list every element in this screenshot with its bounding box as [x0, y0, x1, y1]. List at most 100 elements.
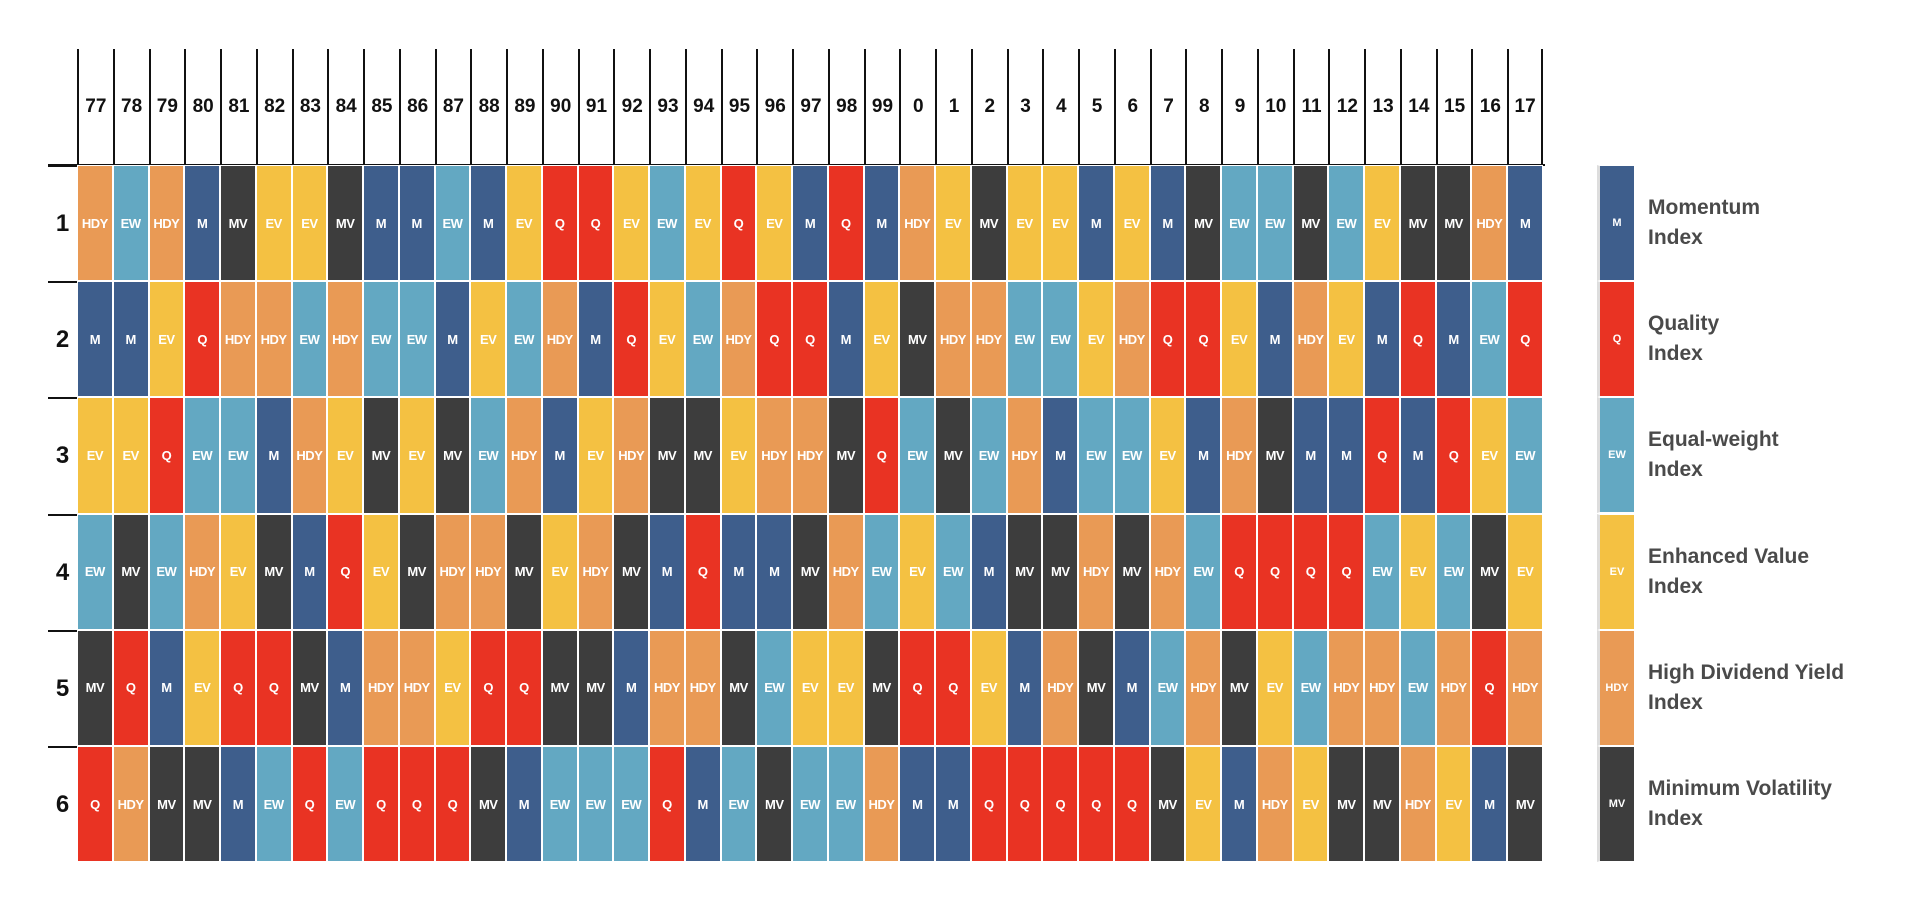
- heatmap-cell: MV: [1149, 746, 1186, 863]
- heatmap-cell: MV: [756, 746, 793, 863]
- heatmap-cell: MV: [1328, 746, 1365, 863]
- heatmap-cell: EV: [970, 629, 1007, 746]
- heatmap-cell: MV: [255, 513, 292, 630]
- heatmap-cell: EW: [470, 397, 507, 514]
- heatmap-cell: MV: [434, 397, 471, 514]
- legend-swatch: Q: [1597, 281, 1635, 398]
- heatmap-cell: MV: [863, 629, 900, 746]
- column-header: 90: [541, 49, 578, 165]
- heatmap-cell: M: [112, 281, 149, 398]
- legend-label-line2: Index: [1648, 690, 1703, 714]
- heatmap-cell: EW: [255, 746, 292, 863]
- heatmap-cell: EW: [649, 165, 685, 282]
- heatmap-cell: M: [1113, 629, 1150, 746]
- heatmap-cell: EV: [255, 165, 292, 282]
- heatmap-cell: Q: [220, 629, 256, 746]
- heatmap-cell: EV: [1435, 746, 1472, 863]
- row-label: 2: [48, 281, 77, 397]
- heatmap-cell: HDY: [649, 629, 685, 746]
- heatmap-cell: M: [470, 165, 507, 282]
- heatmap-cell: M: [1328, 397, 1365, 514]
- heatmap-cell: EW: [1471, 281, 1508, 398]
- heatmap-cell: Q: [1185, 281, 1222, 398]
- heatmap-cell: M: [541, 397, 578, 514]
- heatmap-cell: EV: [398, 397, 435, 514]
- heatmap-cell: HDY: [1435, 629, 1472, 746]
- heatmap-cell: Q: [506, 629, 542, 746]
- heatmap-cell: Q: [1149, 281, 1186, 398]
- heatmap-cell: EV: [756, 165, 793, 282]
- column-header: 85: [363, 49, 399, 165]
- heatmap-cell: HDY: [863, 746, 900, 863]
- heatmap-cell: MV: [506, 513, 542, 630]
- heatmap-cell: M: [434, 281, 471, 398]
- heatmap-cell: Q: [363, 746, 399, 863]
- heatmap-cell: EW: [577, 746, 614, 863]
- heatmap-cell: MV: [827, 397, 864, 514]
- heatmap-cell: MV: [77, 629, 113, 746]
- heatmap-cell: HDY: [148, 165, 185, 282]
- legend-label-line2: Index: [1648, 342, 1703, 366]
- heatmap-cell: Q: [77, 746, 113, 863]
- heatmap-cell: HDY: [112, 746, 149, 863]
- heatmap-cell: M: [1042, 397, 1079, 514]
- column-header: 80: [184, 49, 220, 165]
- heatmap-cell: M: [77, 281, 113, 398]
- heatmap-cell: HDY: [255, 281, 292, 398]
- heatmap-cell: M: [220, 746, 256, 863]
- heatmap-cell: Q: [434, 746, 471, 863]
- column-header: 92: [613, 49, 649, 165]
- heatmap-cell: MV: [613, 513, 650, 630]
- heatmap-cell: HDY: [756, 397, 793, 514]
- heatmap-cell: M: [970, 513, 1007, 630]
- column-header: 96: [756, 49, 792, 165]
- heatmap-cell: Q: [291, 746, 328, 863]
- heatmap-cell: Q: [1399, 281, 1436, 398]
- heatmap-cell: HDY: [327, 281, 364, 398]
- heatmap-cell: MV: [684, 397, 721, 514]
- heatmap-cell: M: [398, 165, 435, 282]
- heatmap-cell: HDY: [970, 281, 1007, 398]
- heatmap-cell: Q: [470, 629, 507, 746]
- column-header: 77: [77, 49, 113, 165]
- heatmap-cell: HDY: [363, 629, 399, 746]
- heatmap-cell: Q: [1006, 746, 1043, 863]
- heatmap-cell: EW: [935, 513, 971, 630]
- heatmap-cell: Q: [1113, 746, 1150, 863]
- heatmap-cell: Q: [255, 629, 292, 746]
- heatmap-cell: MV: [1399, 165, 1436, 282]
- heatmap-cell: HDY: [577, 513, 614, 630]
- row-label: 1: [48, 165, 77, 281]
- heatmap-cell: Q: [1471, 629, 1508, 746]
- heatmap-cell: MV: [1507, 746, 1543, 863]
- heatmap-cell: EW: [1113, 397, 1150, 514]
- column-header: 83: [291, 49, 328, 165]
- heatmap-cell: HDY: [470, 513, 507, 630]
- column-header: 1: [935, 49, 971, 165]
- heatmap-cell: MV: [541, 629, 578, 746]
- heatmap-cell: EV: [1149, 397, 1186, 514]
- column-header: 98: [827, 49, 864, 165]
- column-header: 79: [148, 49, 185, 165]
- heatmap-cell: HDY: [1256, 746, 1293, 863]
- heatmap-cell: M: [1185, 397, 1222, 514]
- heatmap-cell: EW: [684, 281, 721, 398]
- heatmap-cell: Q: [827, 165, 864, 282]
- heatmap-cell: M: [255, 397, 292, 514]
- heatmap-cell: HDY: [1507, 629, 1543, 746]
- column-header: 81: [220, 49, 256, 165]
- heatmap-cell: EV: [1364, 165, 1400, 282]
- heatmap-cell: EW: [1006, 281, 1043, 398]
- legend-label: Equal-weight Index: [1648, 397, 1918, 513]
- heatmap-cell: MV: [184, 746, 221, 863]
- heatmap-cell: EW: [184, 397, 221, 514]
- column-header: 94: [684, 49, 721, 165]
- heatmap-cell: EV: [935, 165, 971, 282]
- heatmap-cell: EV: [1328, 281, 1365, 398]
- legend-label-line1: Minimum Volatility: [1648, 777, 1832, 800]
- legend-label: Enhanced Value Index: [1648, 514, 1918, 630]
- heatmap-cell: EV: [577, 397, 614, 514]
- heatmap-cell: EW: [613, 746, 650, 863]
- heatmap-cell: MV: [363, 397, 399, 514]
